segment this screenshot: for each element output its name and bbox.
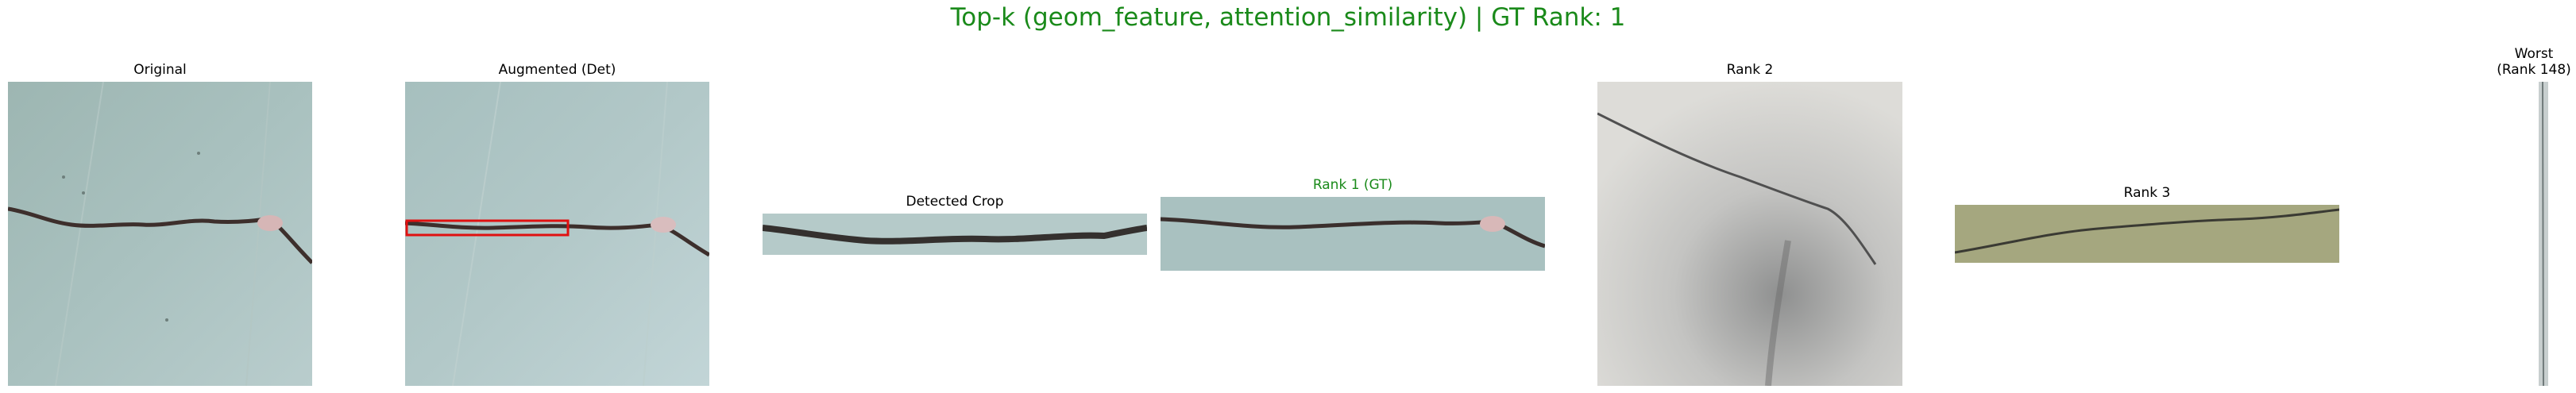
panel-title-original: Original (133, 62, 187, 78)
rank3-image (1955, 205, 2339, 263)
panel-title-rank1: Rank 1 (GT) (1312, 177, 1393, 193)
original-image (8, 82, 312, 386)
rank2-image (1597, 82, 1902, 386)
augmented-image (405, 82, 709, 386)
detected-crop-image (763, 214, 1147, 255)
panel-title-rank3: Rank 3 (2123, 185, 2171, 201)
detection-box (405, 219, 570, 237)
panel-title-rank2: Rank 2 (1726, 62, 1774, 78)
panel-title-augmented: Augmented (Det) (498, 62, 616, 78)
worst-image (2539, 82, 2548, 386)
worst-title-line2: (Rank 148) (2497, 62, 2571, 78)
panel-title-detected-crop: Detected Crop (906, 194, 1004, 210)
figure-title: Top-k (geom_feature, attention_similarit… (950, 3, 1626, 32)
rank1-image (1161, 197, 1545, 271)
worst-title-line1: Worst (2514, 46, 2554, 62)
panel-title-worst: Worst (Rank 148) (2495, 46, 2573, 78)
